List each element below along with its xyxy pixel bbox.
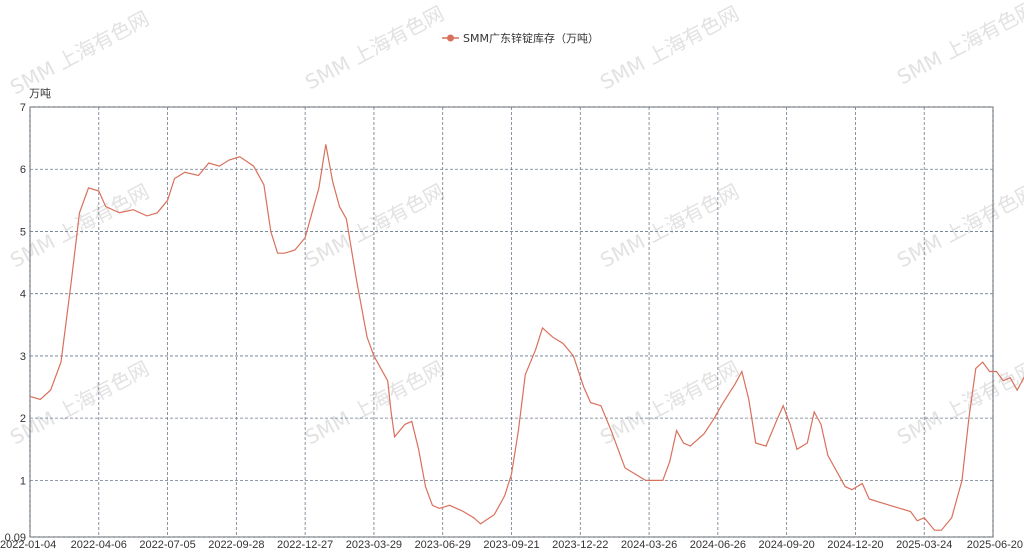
watermark-text: SMM 上海有色网 [6,179,153,272]
watermark-text: SMM 上海有色网 [6,6,153,99]
x-tick-label: 2024-06-26 [690,539,746,551]
x-tick-label: 2025-03-24 [896,539,952,551]
x-tick-label: 2023-03-29 [346,539,402,551]
watermark-text: SMM 上海有色网 [596,179,743,272]
y-tick-label: 2 [20,413,26,425]
watermark-text: SMM 上海有色网 [596,1,743,94]
x-tick-label: 2022-09-28 [208,539,264,551]
watermark-text: SMM 上海有色网 [596,356,743,449]
y-tick-label: 0.09 [5,532,26,544]
legend[interactable]: SMM广东锌锭库存（万吨） [442,31,599,45]
watermark-layer: SMM 上海有色网 SMM 上海有色网 SMM 上海有色网 SMM 上海有色网 SMM … [6,0,1024,449]
x-tick-label: 2022-07-05 [139,539,195,551]
x-tick-label: 2024-09-20 [759,539,815,551]
y-tick-label: 4 [20,289,26,301]
x-tick-label: 2023-12-22 [552,539,608,551]
watermark-text: SMM 上海有色网 [6,356,153,449]
watermark-text: SMM 上海有色网 [893,0,1024,89]
y-axis-ticks: 0.09 1 2 3 4 5 6 7 [5,102,26,544]
x-tick-label: 2024-12-20 [827,539,883,551]
watermark-text: SMM 上海有色网 [893,179,1024,272]
watermark-text: SMM 上海有色网 [301,1,448,94]
watermark-text: SMM 上海有色网 [301,356,448,449]
y-tick-label: 3 [20,351,26,363]
grid-lines [29,106,994,538]
x-tick-label: 2022-04-06 [71,539,127,551]
legend-swatch-dot [447,34,454,42]
x-tick-label: 2024-03-26 [621,539,677,551]
watermark-text: SMM 上海有色网 [301,179,448,272]
x-tick-label: 2022-12-27 [277,539,333,551]
x-tick-label: 2023-09-21 [483,539,539,551]
y-tick-label: 6 [20,164,26,176]
y-tick-label: 1 [20,475,26,487]
y-tick-label: 7 [20,102,26,114]
y-tick-label: 5 [20,226,26,238]
y-axis-unit: 万吨 [29,87,51,100]
x-tick-label: 2022-01-04 [0,539,56,551]
watermark-text: SMM 上海有色网 [893,356,1024,449]
series-line-guangdong-zinc-inventory [29,144,1024,531]
legend-label: SMM广东锌锭库存（万吨） [463,31,599,45]
x-tick-label: 2023-06-29 [415,539,471,551]
x-tick-label: 2025-06-20 [967,539,1023,551]
x-axis-ticks: 2022-01-04 2022-04-06 2022-07-05 2022-09-28… [0,539,1023,551]
